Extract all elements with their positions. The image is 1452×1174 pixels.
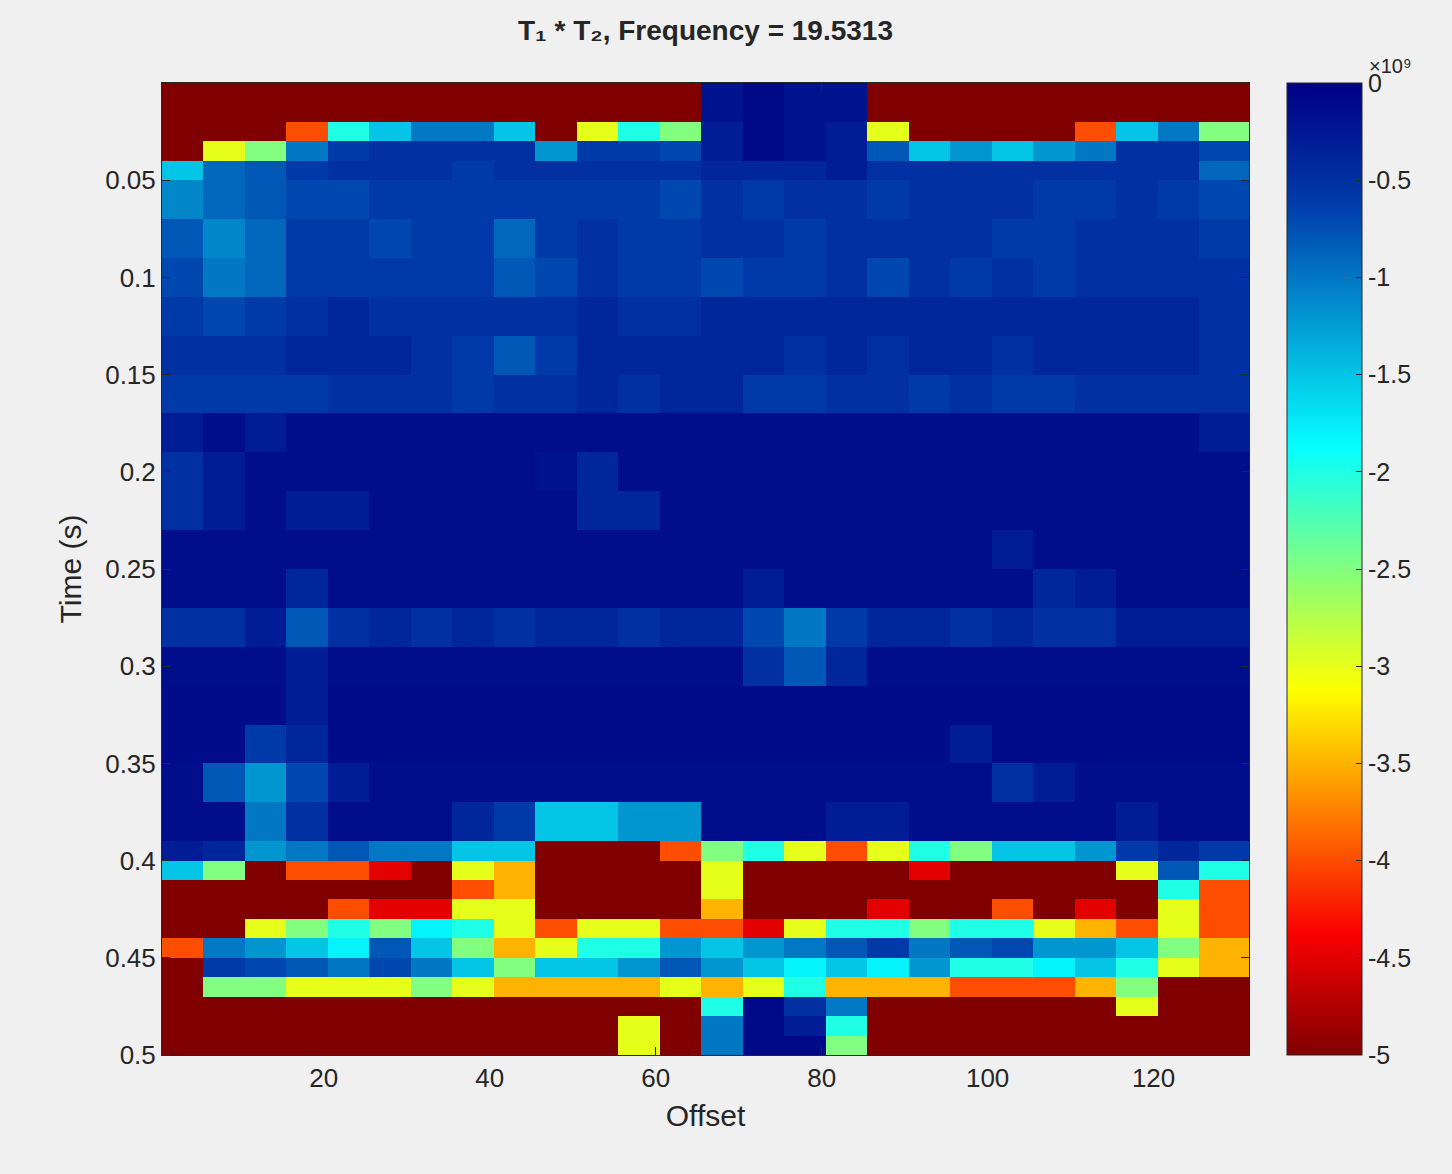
svg-text:Time (s): Time (s) — [54, 515, 87, 624]
svg-text:-2: -2 — [1368, 458, 1390, 486]
svg-text:40: 40 — [475, 1063, 504, 1093]
svg-text:60: 60 — [641, 1063, 670, 1093]
svg-text:-1: -1 — [1368, 263, 1390, 291]
svg-text:100: 100 — [966, 1063, 1009, 1093]
svg-text:0.1: 0.1 — [120, 263, 156, 293]
svg-text:-3.5: -3.5 — [1368, 749, 1411, 777]
svg-text:120: 120 — [1132, 1063, 1175, 1093]
svg-text:0.05: 0.05 — [105, 165, 156, 195]
svg-text:0.45: 0.45 — [105, 943, 156, 973]
svg-text:0.3: 0.3 — [120, 651, 156, 681]
svg-text:-0.5: -0.5 — [1368, 166, 1411, 194]
svg-text:0.5: 0.5 — [120, 1040, 156, 1070]
svg-text:0.35: 0.35 — [105, 749, 156, 779]
svg-text:0.15: 0.15 — [105, 360, 156, 390]
svg-text:Offset: Offset — [666, 1099, 746, 1132]
svg-text:0: 0 — [1368, 69, 1382, 97]
svg-text:0.2: 0.2 — [120, 457, 156, 487]
svg-text:-4: -4 — [1368, 846, 1390, 874]
svg-text:-3: -3 — [1368, 652, 1390, 680]
svg-text:-4.5: -4.5 — [1368, 944, 1411, 972]
svg-text:-2.5: -2.5 — [1368, 555, 1411, 583]
svg-text:0.25: 0.25 — [105, 554, 156, 584]
svg-text:80: 80 — [807, 1063, 836, 1093]
svg-text:T₁ * T₂, Frequency = 19.5313: T₁ * T₂, Frequency = 19.5313 — [518, 15, 893, 46]
svg-text:-1.5: -1.5 — [1368, 360, 1411, 388]
svg-text:-5: -5 — [1368, 1041, 1390, 1069]
svg-text:20: 20 — [309, 1063, 338, 1093]
svg-text:0.4: 0.4 — [120, 846, 156, 876]
svg-text:×10⁹: ×10⁹ — [1369, 55, 1412, 77]
